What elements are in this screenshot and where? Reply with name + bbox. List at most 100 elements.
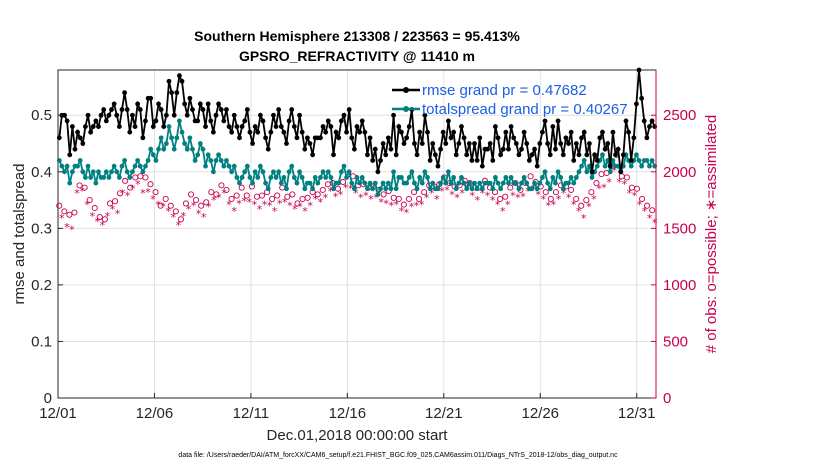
obs-assimilated-marker: * bbox=[399, 205, 405, 218]
totalspread-point bbox=[182, 141, 188, 146]
obs-assimilated-marker: * bbox=[551, 198, 557, 211]
rmse-point bbox=[589, 169, 595, 175]
obs-assimilated-marker: * bbox=[338, 188, 344, 201]
totalspread-point bbox=[179, 129, 185, 135]
rmse-point bbox=[516, 152, 522, 158]
totalspread-point bbox=[203, 163, 208, 169]
rmse-point bbox=[166, 78, 172, 84]
obs-possible-marker bbox=[649, 207, 656, 214]
totalspread-point bbox=[289, 163, 295, 169]
totalspread-point bbox=[479, 186, 485, 192]
rmse-point bbox=[284, 141, 289, 146]
obs-assimilated-marker: * bbox=[535, 188, 541, 201]
totalspread-point bbox=[166, 124, 172, 129]
rmse-point bbox=[477, 135, 483, 141]
rmse-point bbox=[365, 152, 370, 158]
obs-assimilated-marker: * bbox=[307, 200, 313, 213]
rmse-point bbox=[320, 124, 326, 129]
rmse-point bbox=[383, 152, 389, 158]
totalspread-point bbox=[158, 135, 164, 141]
rmse-point bbox=[291, 124, 297, 129]
totalspread-point bbox=[558, 175, 564, 180]
rmse-point bbox=[218, 107, 224, 112]
y-tick-label: 0.5 bbox=[31, 107, 52, 124]
totalspread-point bbox=[90, 169, 96, 175]
totalspread-point bbox=[273, 175, 279, 180]
totalspread-point bbox=[281, 175, 287, 180]
obs-possible-marker bbox=[573, 195, 580, 202]
totalspread-point bbox=[294, 180, 300, 186]
rmse-point bbox=[132, 124, 138, 129]
y2-axis-ticks: 0 500 1000 1500 2000 2500 bbox=[651, 70, 696, 407]
totalspread-point bbox=[93, 180, 99, 186]
rmse-point bbox=[508, 124, 514, 129]
rmse-point bbox=[422, 112, 428, 118]
rmse-point bbox=[362, 129, 368, 135]
rmse-point bbox=[618, 169, 624, 175]
obs-possible-marker bbox=[421, 189, 428, 196]
rmse-point bbox=[331, 152, 336, 158]
totalspread-point bbox=[325, 169, 331, 175]
totalspread-point bbox=[532, 180, 537, 186]
totalspread-point bbox=[649, 158, 655, 163]
rmse-point bbox=[623, 118, 629, 124]
totalspread-point bbox=[221, 163, 227, 169]
rmse-point bbox=[127, 129, 133, 135]
totalspread-point bbox=[516, 186, 522, 192]
obs-possible-marker bbox=[380, 191, 387, 198]
totalspread-point bbox=[422, 169, 428, 175]
rmse-point bbox=[631, 135, 637, 141]
totalspread-point bbox=[210, 169, 216, 175]
obs-assimilated-marker: * bbox=[586, 201, 592, 214]
totalspread-point bbox=[307, 180, 313, 186]
totalspread-point bbox=[537, 180, 543, 186]
totalspread-point bbox=[409, 169, 415, 175]
totalspread-point bbox=[560, 186, 566, 192]
obs-assimilated-marker: * bbox=[480, 187, 486, 200]
totalspread-point bbox=[252, 169, 258, 175]
rmse-point bbox=[649, 118, 655, 124]
totalspread-point bbox=[234, 175, 240, 180]
rmse-point bbox=[255, 129, 261, 135]
obs-assimilated-marker: * bbox=[135, 178, 141, 191]
totalspread-point bbox=[461, 180, 467, 186]
obs-assimilated-marker: * bbox=[100, 219, 106, 232]
rmse-point bbox=[252, 124, 258, 129]
obs-assimilated-marker: * bbox=[211, 194, 217, 207]
obs-possible-marker bbox=[177, 216, 184, 223]
obs-assimilated-marker: * bbox=[176, 219, 182, 232]
totalspread-point bbox=[540, 175, 545, 180]
rmse-point bbox=[456, 141, 462, 146]
totalspread-point bbox=[419, 180, 425, 186]
obs-assimilated-marker: * bbox=[591, 193, 597, 206]
obs-possible-marker bbox=[542, 189, 549, 196]
obs-assimilated-marker: * bbox=[130, 183, 136, 196]
rmse-point bbox=[237, 135, 242, 141]
totalspread-point bbox=[145, 158, 151, 163]
obs-assimilated-marker: * bbox=[150, 193, 156, 206]
totalspread-point bbox=[573, 175, 579, 180]
y-tick-label: 0.2 bbox=[31, 277, 52, 294]
obs-assimilated-marker: * bbox=[561, 187, 567, 200]
obs-possible-marker bbox=[147, 181, 154, 188]
totalspread-point bbox=[607, 169, 613, 175]
rmse-point bbox=[372, 146, 378, 152]
rmse-point bbox=[620, 152, 626, 158]
totalspread-point bbox=[310, 186, 316, 192]
obs-possible-marker bbox=[552, 189, 559, 196]
rmse-point bbox=[445, 118, 451, 124]
y-axis-ticks: 0 0.1 0.2 0.3 0.4 0.5 bbox=[31, 107, 63, 407]
rmse-point bbox=[137, 107, 143, 112]
totalspread-point bbox=[370, 186, 376, 192]
obs-possible-marker bbox=[187, 191, 195, 198]
rmse-point bbox=[265, 146, 271, 152]
rmse-point bbox=[560, 152, 566, 158]
obs-possible-marker bbox=[274, 192, 281, 199]
obs-assimilated-marker: * bbox=[272, 205, 278, 218]
rmse-point bbox=[239, 124, 245, 129]
obs-possible-marker bbox=[218, 182, 225, 189]
rmse-point bbox=[472, 141, 477, 146]
obs-possible-marker bbox=[633, 185, 641, 192]
totalspread-point bbox=[169, 135, 174, 141]
